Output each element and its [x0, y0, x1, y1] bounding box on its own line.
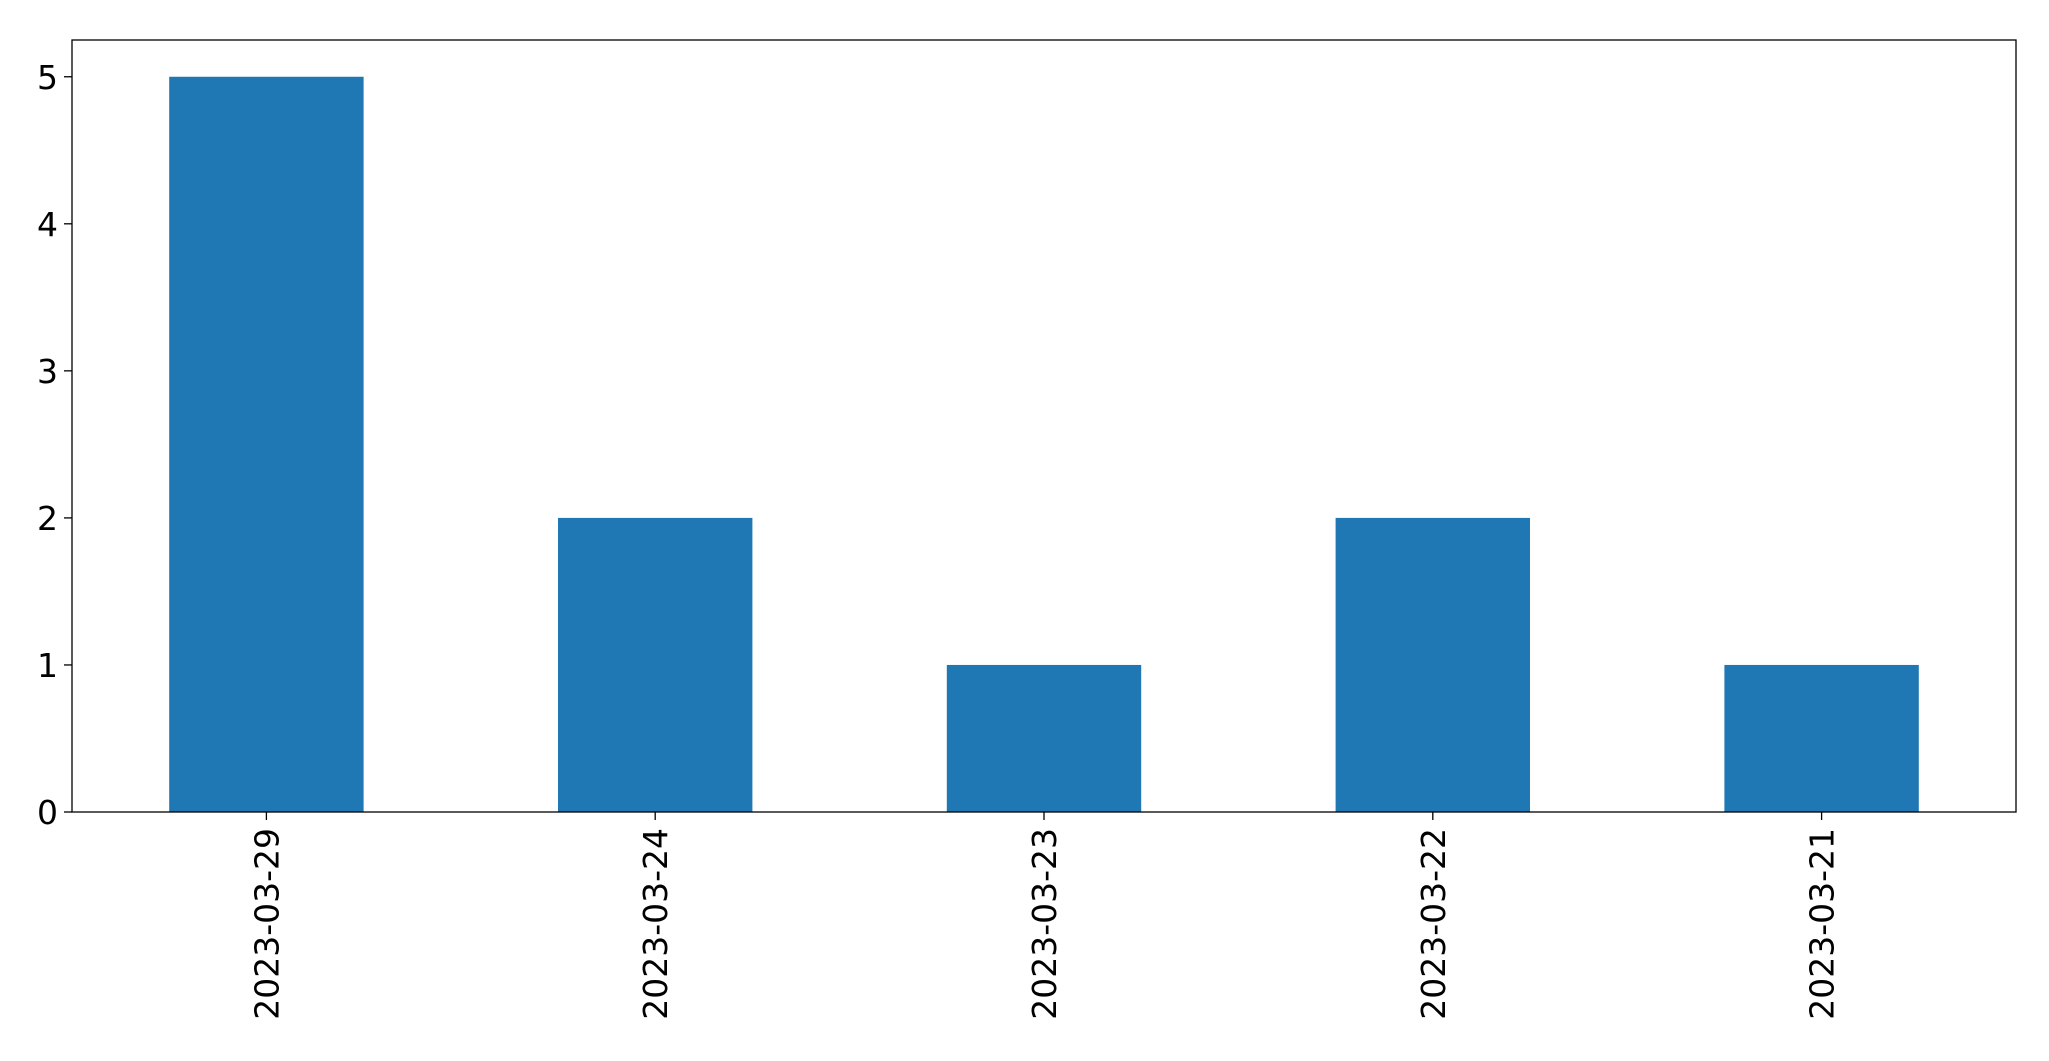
y-tick-label: 2	[37, 499, 58, 538]
x-tick-label: 2023-03-29	[247, 828, 286, 1020]
plot-frame	[71, 39, 2017, 813]
x-axis: 2023-03-29 2023-03-24 2023-03-23 2023-03-22…	[247, 812, 1842, 1020]
x-tick-label: 2023-03-21	[1803, 828, 1842, 1020]
bars-group	[169, 76, 1919, 812]
y-tick-label: 3	[37, 352, 58, 391]
bar-2023-03-22	[1335, 517, 1530, 812]
y-axis: 0 1 2 3 4 5	[37, 58, 72, 832]
y-tick-label: 1	[37, 646, 58, 685]
bar-2023-03-23	[946, 664, 1142, 812]
y-tick-label: 5	[37, 58, 58, 97]
x-tick-label: 2023-03-23	[1025, 828, 1064, 1020]
y-tick-label: 0	[37, 793, 58, 832]
x-tick-label: 2023-03-24	[636, 828, 675, 1020]
bar-2023-03-24	[558, 517, 753, 812]
bar-2023-03-29	[169, 76, 364, 812]
bar-2023-03-21	[1724, 664, 1919, 812]
y-tick-label: 4	[37, 205, 58, 244]
x-tick-label: 2023-03-22	[1414, 828, 1453, 1020]
